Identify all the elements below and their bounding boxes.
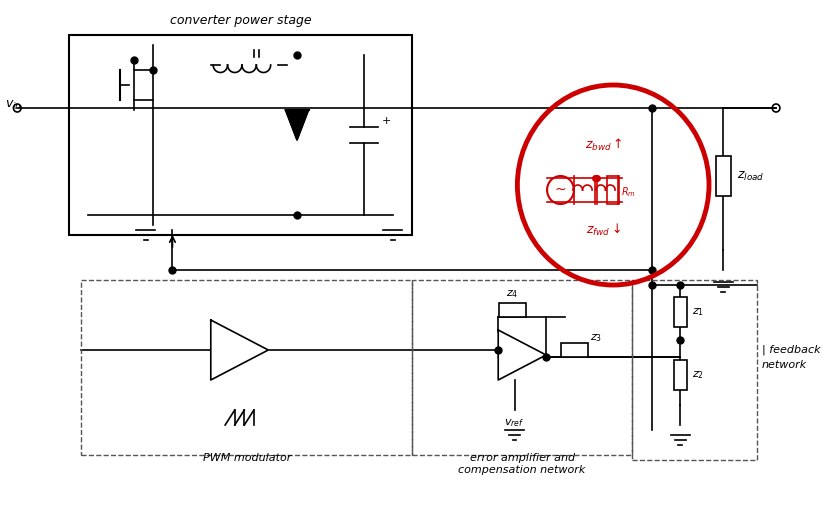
Bar <box>412 280 633 455</box>
Text: $z_3$: $z_3$ <box>591 332 602 344</box>
Text: ~: ~ <box>555 183 567 197</box>
Text: PWM modulator: PWM modulator <box>202 453 291 463</box>
Text: $v_{ref}$: $v_{ref}$ <box>505 417 525 429</box>
Text: $z_{bwd}\uparrow$: $z_{bwd}\uparrow$ <box>585 137 622 153</box>
Text: error amplifier and: error amplifier and <box>470 453 575 463</box>
Text: $z_4$: $z_4$ <box>506 288 519 300</box>
Bar <box>633 280 757 460</box>
Polygon shape <box>211 320 268 380</box>
FancyBboxPatch shape <box>562 343 588 357</box>
FancyBboxPatch shape <box>673 360 687 390</box>
Bar <box>607 176 619 204</box>
Text: network: network <box>762 360 807 370</box>
Text: $z_{fwd}\downarrow$: $z_{fwd}\downarrow$ <box>586 222 621 238</box>
Text: $z_1$: $z_1$ <box>691 306 704 318</box>
Polygon shape <box>286 110 309 140</box>
Text: $v_{in}$: $v_{in}$ <box>5 98 21 112</box>
FancyBboxPatch shape <box>715 156 731 196</box>
Polygon shape <box>498 330 546 380</box>
Text: converter power stage: converter power stage <box>169 14 311 27</box>
Text: $R_m$: $R_m$ <box>621 185 636 199</box>
Text: +: + <box>382 116 391 126</box>
Text: $z_2$: $z_2$ <box>691 369 704 381</box>
Text: | feedback: | feedback <box>762 345 820 355</box>
FancyBboxPatch shape <box>499 303 526 317</box>
Bar <box>69 35 412 235</box>
Text: compensation network: compensation network <box>458 465 586 475</box>
Text: $z_{load}$: $z_{load}$ <box>737 169 764 183</box>
Bar <box>82 280 412 455</box>
FancyBboxPatch shape <box>673 297 687 327</box>
